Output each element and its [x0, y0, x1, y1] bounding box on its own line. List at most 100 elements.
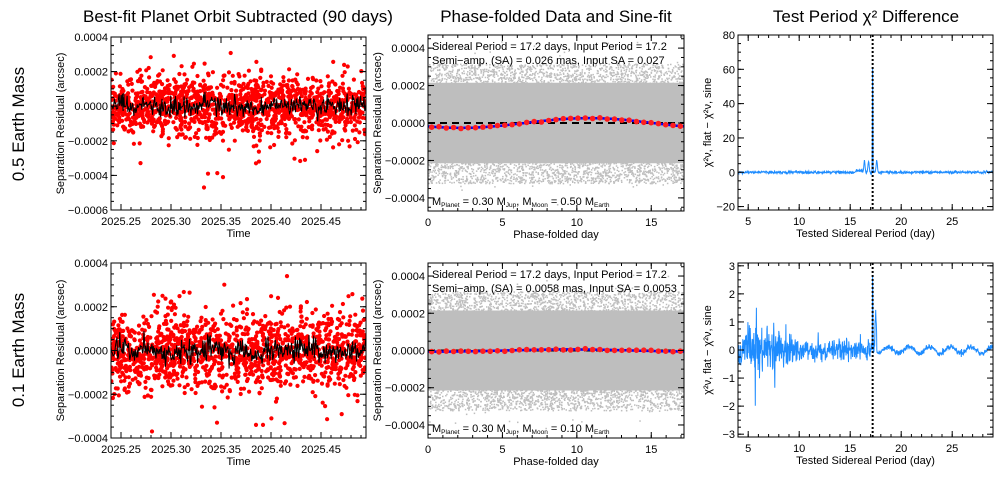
folded-point	[503, 71, 506, 74]
folded-point	[615, 75, 618, 78]
folded-point	[560, 85, 563, 87]
folded-point	[654, 168, 656, 170]
folded-point	[583, 176, 585, 178]
folded-point	[598, 177, 600, 180]
folded-point	[571, 75, 573, 77]
folded-point	[533, 181, 535, 184]
residual-point	[261, 84, 266, 89]
folded-point	[593, 76, 595, 78]
folded-point	[639, 66, 641, 69]
folded-point	[553, 163, 555, 165]
x-axis-label: Time	[226, 228, 250, 240]
folded-point	[502, 168, 504, 170]
folded-point	[487, 179, 489, 182]
folded-point	[593, 77, 595, 79]
folded-point	[465, 170, 467, 172]
folded-point	[477, 74, 480, 76]
folded-point	[494, 81, 496, 83]
folded-point	[557, 69, 559, 71]
folded-point	[668, 178, 671, 180]
folded-point	[460, 182, 462, 184]
folded-point	[436, 163, 438, 165]
folded-point	[501, 60, 504, 63]
panel-residuals-row0: 2025.25 2025.30 2025.35 2025.40 2025.45−0.00…	[55, 32, 367, 240]
residual-point	[276, 129, 281, 134]
folded-point	[474, 74, 477, 77]
folded-point	[557, 170, 559, 172]
residual-point	[147, 118, 152, 123]
y-tick-label: 80	[723, 30, 735, 42]
folded-point	[559, 66, 562, 68]
folded-point	[517, 167, 519, 169]
residual-point	[133, 121, 138, 126]
folded-point	[578, 82, 580, 84]
residual-point	[183, 119, 188, 125]
folded-point	[621, 74, 623, 77]
folded-point	[640, 163, 643, 165]
folded-point	[489, 174, 491, 176]
folded-point	[676, 174, 679, 176]
folded-point	[672, 164, 675, 166]
folded-point	[449, 172, 452, 175]
folded-point	[572, 73, 574, 76]
folded-point	[468, 73, 471, 76]
folded-point	[587, 172, 589, 174]
folded-point	[640, 74, 643, 76]
folded-point	[497, 167, 499, 169]
folded-point	[551, 181, 553, 183]
residual-point	[284, 135, 289, 140]
folded-point	[497, 162, 500, 165]
folded-point	[553, 64, 555, 67]
folded-point	[616, 73, 618, 76]
folded-point	[454, 164, 456, 167]
folded-point	[603, 69, 605, 72]
folded-point	[645, 63, 647, 66]
folded-point	[469, 72, 471, 74]
folded-point	[613, 174, 615, 177]
folded-point	[498, 161, 500, 163]
folded-point	[627, 66, 629, 69]
folded-point	[540, 68, 543, 70]
folded-point	[655, 182, 657, 185]
folded-point	[510, 180, 513, 182]
folded-point	[552, 177, 555, 180]
folded-point	[608, 68, 611, 70]
folded-point	[598, 182, 600, 185]
folded-point	[651, 83, 654, 85]
folded-point	[461, 84, 464, 87]
folded-point	[520, 176, 522, 178]
folded-point	[536, 167, 538, 170]
folded-point	[594, 167, 596, 170]
folded-point	[473, 73, 475, 76]
folded-point	[436, 81, 438, 83]
residual-point	[287, 304, 293, 309]
residual-point	[240, 128, 245, 133]
folded-point	[674, 179, 677, 182]
residual-point	[244, 98, 249, 103]
folded-point	[612, 80, 614, 83]
folded-point	[508, 182, 510, 185]
folded-point	[464, 83, 467, 85]
folded-point	[628, 68, 631, 70]
folded-point	[609, 178, 612, 181]
residual-point	[146, 109, 151, 114]
folded-point	[463, 78, 465, 81]
residual-point	[316, 128, 321, 133]
folded-point	[625, 70, 627, 73]
folded-point	[597, 171, 600, 174]
folded-point	[643, 165, 646, 168]
folded-point	[680, 167, 682, 170]
folded-point	[560, 78, 562, 80]
folded-point	[494, 66, 497, 68]
folded-point	[490, 165, 492, 167]
folded-point	[644, 161, 647, 163]
residual-point	[296, 107, 301, 112]
folded-point	[458, 85, 460, 87]
folded-point	[672, 69, 674, 72]
folded-point	[613, 83, 615, 85]
folded-point	[499, 168, 502, 171]
residual-point	[130, 120, 135, 126]
folded-point	[638, 174, 641, 177]
folded-point	[519, 78, 521, 81]
residual-point	[281, 75, 286, 80]
